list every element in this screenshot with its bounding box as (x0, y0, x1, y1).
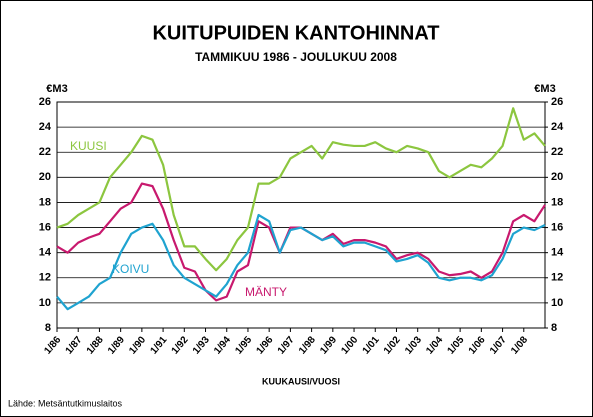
y-tick-label: 10 (39, 297, 51, 309)
series-label: MÄNTY (245, 285, 287, 299)
chart-title: KUITUPUIDEN KANTOHINNAT (152, 22, 439, 44)
y-tick-label: 26 (39, 96, 51, 108)
series-line (56, 107, 546, 272)
y-tick-label: 12 (39, 272, 51, 284)
source: Lähde: Metsäntutkimuslaitos (8, 398, 123, 408)
series-line (56, 213, 546, 311)
y2-tick-label: 14 (551, 247, 564, 259)
y2-tick-label: 8 (551, 322, 557, 334)
y2-tick-label: 20 (551, 171, 563, 183)
x-axis-label: KUUKAUSI/VUOSI (262, 376, 340, 386)
y-tick-label: 20 (39, 171, 51, 183)
plot-area (56, 101, 546, 329)
y-tick-label: 24 (39, 121, 52, 133)
y-tick-label: 8 (45, 322, 51, 334)
y-tick-label: 16 (39, 221, 51, 233)
series-label: KUUSI (70, 139, 107, 153)
series-label: KOIVU (112, 262, 149, 276)
y2-tick-label: 22 (551, 146, 563, 158)
y2-axis-label: €M3 (534, 83, 555, 95)
y-tick-label: 22 (39, 146, 51, 158)
y2-tick-label: 12 (551, 272, 563, 284)
y-tick-label: 14 (39, 247, 52, 259)
y2-tick-label: 18 (551, 196, 563, 208)
y2-tick-label: 26 (551, 96, 563, 108)
chart-subtitle: TAMMIKUU 1986 - JOULUKUU 2008 (195, 50, 397, 64)
y-tick-label: 18 (39, 196, 51, 208)
y2-tick-label: 10 (551, 297, 563, 309)
y2-tick-label: 16 (551, 221, 563, 233)
y2-tick-label: 24 (551, 121, 564, 133)
y-axis-label: €M3 (46, 83, 67, 95)
